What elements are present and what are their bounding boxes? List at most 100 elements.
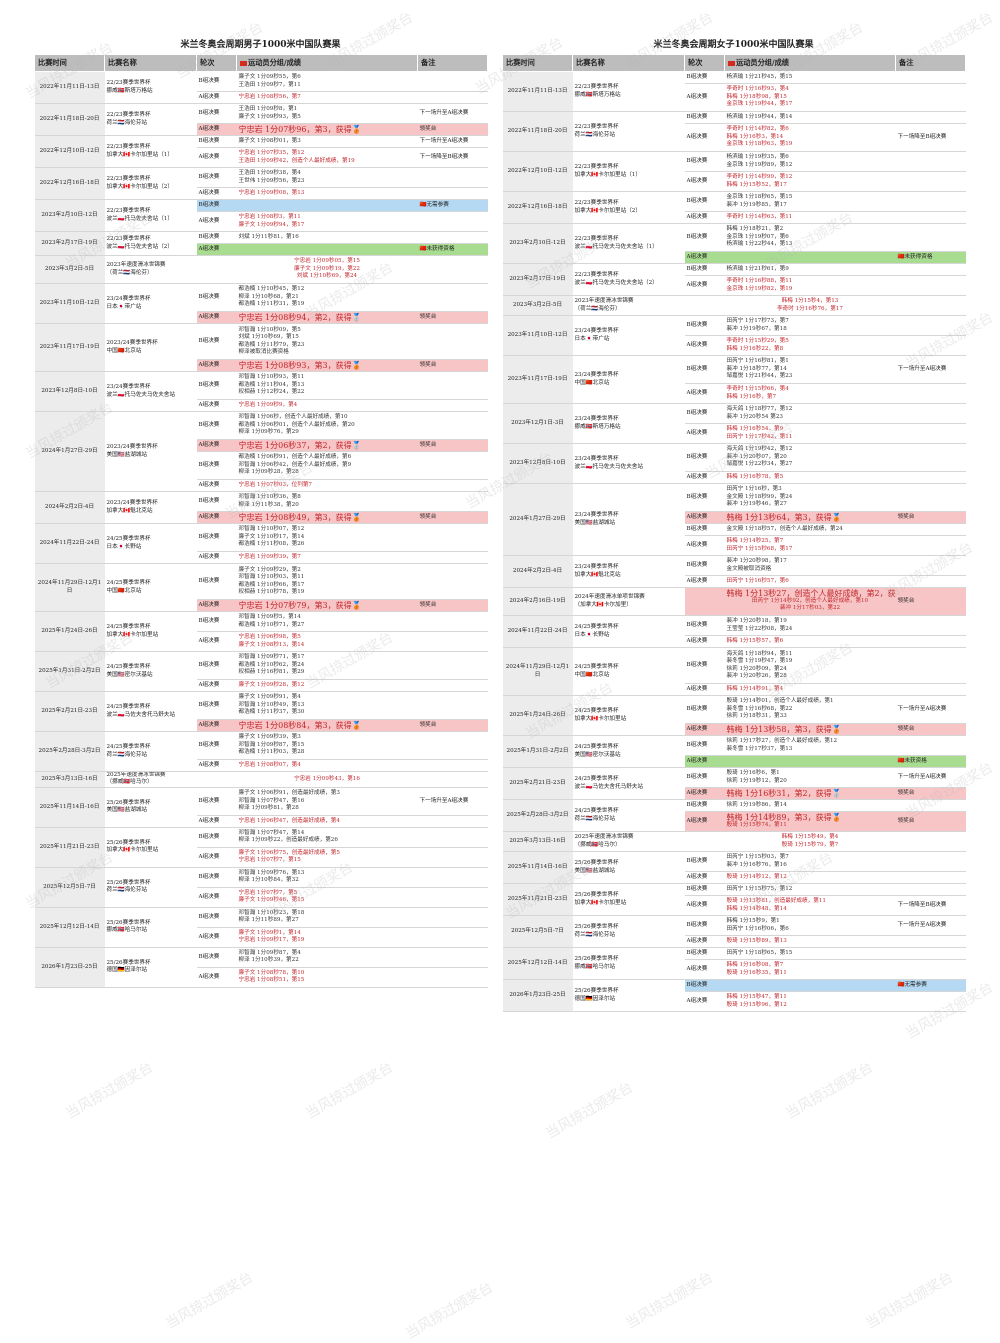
note-cell bbox=[417, 651, 488, 680]
result-line: 韩梅 1分15秒4，第13 bbox=[781, 298, 839, 305]
result-line: 邓智瀚 1分10秒07，第12 bbox=[238, 526, 305, 533]
note-cell bbox=[895, 171, 966, 192]
note-cell bbox=[417, 491, 488, 512]
result-line: 廉子文 1分09秒1，第14 bbox=[238, 929, 301, 936]
competition-cell: 23/24赛季世界杯 美国🇺🇸盐湖城站 bbox=[572, 483, 685, 556]
result-cell: 韩梅 1分15秒4，第13 李奇时 1分16秒76，第17 bbox=[724, 295, 896, 316]
result-cell: 金文殿 1分18秒57，创造个人最好成绩，第24 bbox=[724, 523, 896, 536]
date-cell: 2025年1月24日-26日 bbox=[502, 695, 573, 736]
result-cell bbox=[724, 979, 896, 992]
table-row: 2025年11月14日-16日 25/26赛季世界杯 美国🇺🇸盐湖城站 B组决赛 田芮… bbox=[502, 851, 966, 884]
competition-cell: 25/26赛季世界杯 加拿大🇨🇦卡尔加里站 bbox=[104, 827, 197, 868]
result-cell bbox=[724, 251, 896, 264]
result-line: 裴冲 1分20秒07，第20 bbox=[726, 453, 787, 460]
result-cell: 徐莉 1分17秒27，创造个人最好成绩，第12 裴冬雪 1分17秒37，第13 bbox=[724, 735, 896, 756]
result-cell: 杨滨瑜 1分21秒61，第9 bbox=[724, 263, 896, 276]
note-cell bbox=[895, 191, 966, 212]
date-cell: 2025年1月31日-2月2日 bbox=[34, 651, 105, 692]
result-line: 徐莉 1分19秒12，第20 bbox=[726, 777, 787, 784]
note-cell bbox=[895, 71, 966, 84]
round-cell: A组决赛 bbox=[196, 479, 237, 492]
competition-cell: 25/26赛季世界杯 德国🇩🇪因泽尔站 bbox=[104, 947, 197, 988]
round-cell: B组决赛 bbox=[684, 979, 725, 992]
note-cell bbox=[417, 827, 488, 848]
table-row: 2026年1月23日-25日 25/26赛季世界杯 德国🇩🇪因泽尔站 B组决赛 🇨🇳无… bbox=[502, 979, 966, 1012]
round-cell: A组决赛 bbox=[684, 871, 725, 884]
header-competition: 比赛名称 bbox=[572, 54, 685, 72]
round-cell: A组决赛 bbox=[196, 887, 237, 908]
table-row: 2025年11月21日-23日 25/26赛季世界杯 加拿大🇨🇦卡尔加里站 B组决赛… bbox=[502, 883, 966, 916]
result-cell: 邓智瀚 1分10秒93，第11 都浩楠 1分11秒04，第13 权相赫 1分12秒2… bbox=[236, 371, 418, 400]
result-line: 裴冬雪 1分19秒47，第19 bbox=[726, 658, 793, 665]
china-flag-icon bbox=[240, 60, 247, 66]
date-cell: 2025年12月5日-7日 bbox=[502, 915, 573, 948]
result-line: 田芮宁 1分15秒68，第17 bbox=[726, 545, 793, 552]
result-line: 邓智瀚 1分09秒87，第15 bbox=[238, 741, 305, 748]
table-row: A组决赛 宁忠岩 1分08秒93，第3，获得🥉 领奖台 bbox=[35, 359, 488, 372]
result-line: 刘斌 1分10秒69，第15 bbox=[238, 334, 299, 341]
note-cell bbox=[417, 411, 488, 440]
round-cell: A组决赛 bbox=[684, 335, 725, 356]
table-row: B组决赛 都浩楠 1分06秒91，创造个人最好成绩，第6 邓智瀚 1分06秒42，创… bbox=[35, 451, 488, 480]
table-row: A组决赛 宁忠岩 1分08秒49，第3，获得🥉 领奖台 bbox=[35, 511, 488, 524]
result-cell: 海天鸽 1分18秒94，第11 裴冬雪 1分19秒47，第19 徐莉 1分20秒09… bbox=[724, 647, 896, 684]
round-cell: A组决赛 bbox=[684, 471, 725, 484]
result-line: 宁忠岩 1分08秒51，第15 bbox=[238, 977, 305, 984]
header-result: 运动员分组/成绩 bbox=[236, 54, 418, 72]
result-line: 杨滨瑜 1分19秒44，第14 bbox=[726, 113, 793, 120]
round-cell: A组决赛 bbox=[196, 759, 237, 772]
note-cell: 领奖台 bbox=[895, 511, 966, 524]
watermark-text: 当风掠过颁奖台 bbox=[63, 1059, 156, 1123]
round-cell: B组决赛 bbox=[196, 947, 237, 968]
round-cell: B组决赛 bbox=[684, 403, 725, 424]
competition-cell: 25/26赛季世界杯 荷兰🇳🇱海伦芬站 bbox=[572, 915, 685, 948]
note-cell bbox=[895, 635, 966, 648]
date-cell: 2024年1月27日-29日 bbox=[34, 411, 105, 492]
round-cell: B组决赛 bbox=[196, 731, 237, 760]
round-cell: B组决赛 bbox=[196, 907, 237, 928]
round-cell: A组决赛 bbox=[684, 251, 725, 264]
note-cell bbox=[895, 935, 966, 948]
round-cell: A组决赛 bbox=[684, 171, 725, 192]
result-cell: 邓智瀚 1分06秒，创造个人最好成绩，第10 都浩楠 1分06秒01，创造个人最好… bbox=[236, 411, 418, 440]
result-cell: 韩梅 1分16秒08，第7 殷琦 1分16秒35，第11 bbox=[724, 959, 896, 980]
result-line: 宁忠岩 1分07秒03，位列第7 bbox=[238, 481, 312, 488]
note-cell bbox=[895, 535, 966, 556]
result-line: 都浩楠 1分11秒04，第13 bbox=[238, 381, 305, 388]
competition-cell: 24/25赛季世界杯 中国🇨🇳北京站 bbox=[572, 647, 685, 696]
round-cell: A组决赛 bbox=[684, 635, 725, 648]
result-cell: 宁忠岩 1分07秒79，第3，获得🥉 bbox=[236, 599, 418, 612]
result-cell: 田芮宁 1分18秒65，第15 bbox=[724, 947, 896, 960]
result-line: 柳泽 1分11秒38，第20 bbox=[238, 501, 299, 508]
note-cell bbox=[417, 371, 488, 400]
result-cell: 韩梅 1分14秒25，第7 田芮宁 1分15秒68，第17 bbox=[724, 535, 896, 556]
table-row: 2025年11月21日-23日 25/26赛季世界杯 加拿大🇨🇦卡尔加里站 B组决赛… bbox=[34, 827, 488, 868]
table-row: 2024年11月29日-12月1日 24/25赛季世界杯 中国🇨🇳北京站 B组决赛廉… bbox=[34, 563, 488, 612]
table-row: 2022年11月18日-20日 22/23赛季世界杯 荷兰🇳🇱海伦芬站 B组决赛 杨滨… bbox=[502, 111, 966, 152]
note-cell bbox=[895, 471, 966, 484]
date-cell: 2024年11月22日-24日 bbox=[502, 615, 573, 648]
note-cell bbox=[417, 187, 488, 200]
note-cell: 🇨🇳未获得资格 bbox=[417, 243, 488, 256]
result-cell: 韩梅 1分13秒27，创造个人最好成绩，第2，获得🥈 田芮宁 1分14秒92，创造… bbox=[724, 587, 896, 616]
result-line: 刘斌 1分11秒81，第16 bbox=[238, 233, 299, 240]
round-cell: B组决赛 bbox=[684, 523, 725, 536]
result-line: 李奇时 1分14秒82，第6 bbox=[726, 126, 789, 133]
table-row: A组决赛 宁忠岩 1分08秒56，第7 bbox=[35, 91, 488, 104]
date-cell: 2025年3月13日-16日 bbox=[502, 831, 573, 852]
table-row: 2026年1月23日-25日 25/26赛季世界杯 德国🇩🇪因泽尔站 B组决赛 邓智瀚… bbox=[34, 947, 488, 988]
note-cell bbox=[417, 71, 488, 92]
result-line: 田芮宁 1分16秒81，第1 bbox=[726, 358, 789, 365]
result-line: 殷琦 1分16秒35，第11 bbox=[726, 969, 787, 976]
competition-cell: 2023/24赛季世界杯 美国🇺🇸盐湖城站 bbox=[104, 411, 197, 492]
round-cell: A组决赛 bbox=[196, 91, 237, 104]
result-line: 裴冲 1分20秒26，第28 bbox=[726, 672, 787, 679]
result-cell: 金京珠 1分18秒65，第15 裴冲 1分19秒85，第17 bbox=[724, 191, 896, 212]
table-row: A组决赛 宁忠岩 1分08秒94，第2，获得🥈 领奖台 bbox=[35, 311, 488, 324]
note-cell bbox=[895, 295, 966, 316]
table-row: A组决赛 宁忠岩 1分07秒96，第3，获得🥉 领奖台 bbox=[35, 123, 488, 136]
note-cell bbox=[895, 383, 966, 404]
result-cell: 田芮宁 1分17秒73，第7 裴冲 1分19秒67，第18 bbox=[724, 315, 896, 336]
competition-cell: 22/23赛季世界杯 加拿大🇨🇦卡尔加里站（2） bbox=[572, 191, 685, 224]
result-line: 廉子文 1分09秒93，第5 bbox=[238, 113, 301, 120]
